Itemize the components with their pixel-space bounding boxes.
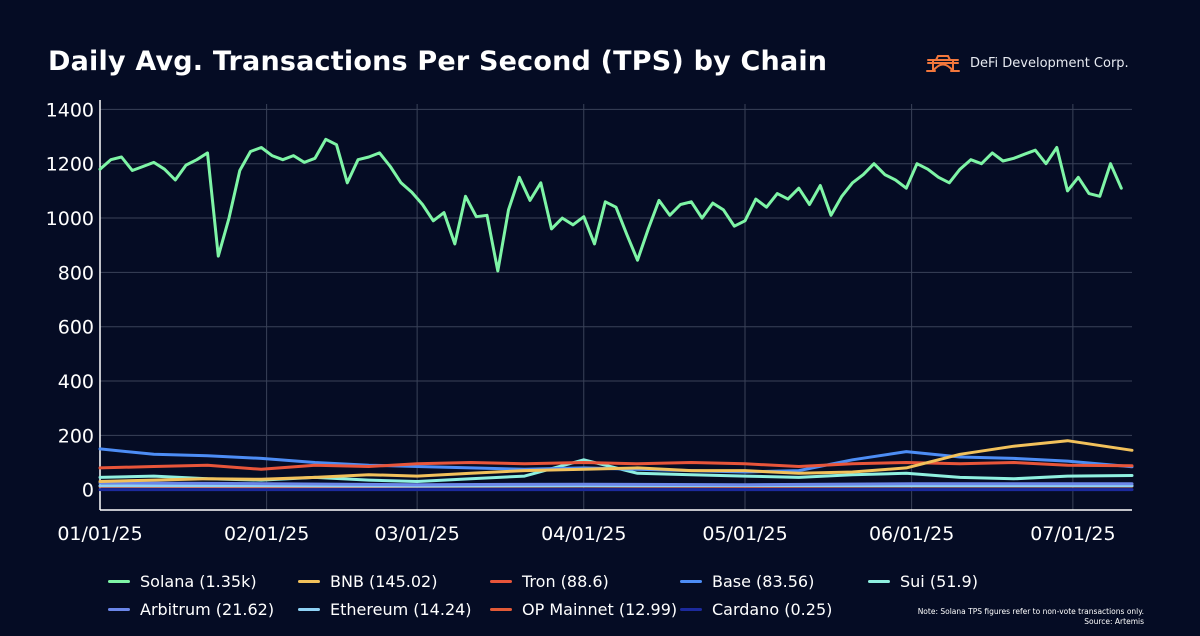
source-text: Source: Artemis [1084,616,1144,626]
axis-ticks: 0 200 400 600 800 1000 1200 1400 01/01/25 02/01/2… [46,99,1116,545]
x-tick-label: 01/01/25 [57,523,142,545]
brand-name: DeFi Development Corp. [970,55,1129,71]
x-tick-label: 03/01/25 [374,523,459,545]
series-line-ethereum [98,484,1134,488]
grid-lines [99,104,1132,510]
footnote: Note: Solana TPS figures refer to non-vo… [918,607,1144,627]
y-tick-label: 400 [58,371,94,393]
x-tick-label: 06/01/25 [869,523,954,545]
x-tick-label: 07/01/25 [1030,523,1115,545]
y-tick-label: 200 [58,425,94,447]
y-tick-label: 1000 [46,208,94,230]
x-tick-label: 02/01/25 [224,523,309,545]
series-line-bnb [98,439,1134,483]
x-tick-label: 04/01/25 [541,523,626,545]
y-tick-label: 0 [82,480,94,502]
y-tick-label: 800 [58,262,94,284]
series-layer [98,137,1134,492]
y-tick-label: 1200 [46,154,94,176]
y-tick-label: 600 [58,317,94,339]
arch-logo-icon [926,55,960,72]
brand: DeFi Development Corp. [926,54,1129,72]
series-line-arbitrum [98,481,1134,487]
y-tick-label: 1400 [46,99,94,121]
series-line-tron [98,461,1134,471]
chart-title: Daily Avg. Transactions Per Second (TPS)… [48,46,828,77]
footnote-text: Note: Solana TPS figures refer to non-vo… [917,607,1144,616]
x-tick-label: 05/01/25 [702,523,787,545]
series-line-solana [98,137,1123,273]
